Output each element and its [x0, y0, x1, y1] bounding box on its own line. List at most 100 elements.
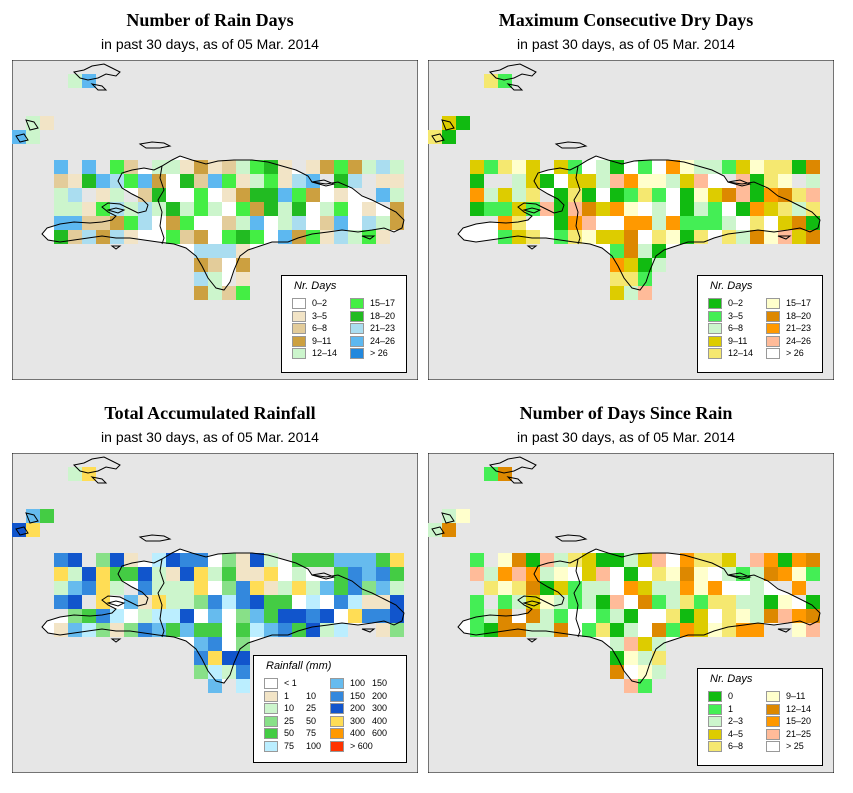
grid-cell — [470, 567, 484, 581]
grid-cell — [376, 216, 390, 230]
coastline-island — [106, 600, 126, 607]
legend-title: Rainfall (mm) — [266, 660, 332, 672]
legend-label: 9–11 — [786, 691, 806, 701]
coastline-island — [522, 207, 542, 214]
coastline-island — [431, 133, 445, 143]
grid-cell — [96, 202, 110, 216]
legend: Nr. Days 0–2 3–5 6–8 9–11 12–14 15–17 18–20 21–… — [281, 275, 407, 373]
grid-cell — [638, 188, 652, 202]
grid-cell — [236, 202, 250, 216]
legend-swatch — [766, 716, 780, 727]
grid-cell — [40, 509, 54, 523]
grid-cell — [582, 174, 596, 188]
grid-cell — [806, 609, 820, 623]
grid-cell — [708, 623, 722, 637]
grid-cell — [68, 174, 82, 188]
coastline-island — [526, 638, 538, 643]
grid-cell — [390, 202, 404, 216]
grid-cell — [222, 651, 236, 665]
grid-cell — [484, 609, 498, 623]
grid-cell — [526, 174, 540, 188]
grid-cell — [82, 567, 96, 581]
grid-cell — [110, 230, 124, 244]
grid-cell — [470, 595, 484, 609]
grid-cell — [512, 623, 526, 637]
grid-cell — [470, 188, 484, 202]
coastline-island — [506, 83, 524, 91]
grid-cell — [96, 581, 110, 595]
grid-cell — [638, 160, 652, 174]
grid-cell — [540, 174, 554, 188]
legend-swatch — [330, 740, 344, 752]
grid-cell — [12, 523, 26, 537]
legend-label: 21–23 — [786, 323, 812, 333]
grid-cell — [470, 160, 484, 174]
grid-cell — [624, 679, 638, 693]
grid-cell — [638, 581, 652, 595]
grid-cell — [96, 174, 110, 188]
grid-cell — [306, 553, 320, 567]
grid-cell — [750, 595, 764, 609]
grid-cell — [250, 174, 264, 188]
grid-cell — [806, 623, 820, 637]
grid-cell — [750, 188, 764, 202]
grid-cell — [694, 595, 708, 609]
grid-cell — [806, 188, 820, 202]
grid-cell — [292, 188, 306, 202]
panel-subtitle: in past 30 days, as of 05 Mar. 2014 — [517, 36, 735, 52]
grid-cell — [54, 567, 68, 581]
grid-cell — [96, 609, 110, 623]
legend-label-upper: 10 — [306, 690, 317, 701]
grid-cell — [362, 216, 376, 230]
coastline-island — [138, 534, 172, 542]
grid-cell — [82, 160, 96, 174]
legend-title: Nr. Days — [710, 280, 753, 292]
grid-cell — [666, 609, 680, 623]
grid-cell — [624, 174, 638, 188]
grid-cell — [428, 523, 442, 537]
grid-cell — [278, 216, 292, 230]
legend-label: 3–5 — [728, 310, 744, 321]
grid-cell — [320, 216, 334, 230]
coastline-island — [777, 628, 792, 633]
grid-cell — [680, 567, 694, 581]
grid-cell — [348, 581, 362, 595]
panel-max-dry-days: Maximum Consecutive Dry Days in past 30 … — [416, 0, 841, 390]
grid-cell — [320, 609, 334, 623]
grid-cell — [484, 467, 498, 481]
legend-label-upper: 75 — [306, 728, 317, 738]
grid-cell — [236, 160, 250, 174]
grid-cell — [624, 581, 638, 595]
grid-cell — [362, 609, 376, 623]
legend-label: 2–3 — [728, 716, 744, 726]
grid-cell — [540, 553, 554, 567]
grid-cell — [638, 553, 652, 567]
legend-swatch — [766, 298, 780, 309]
grid-cell — [470, 609, 484, 623]
grid-cell — [376, 595, 390, 609]
grid-cell — [208, 258, 222, 272]
grid-cell — [236, 230, 250, 244]
legend-label: 21–25 — [786, 728, 812, 739]
grid-cell — [624, 637, 638, 651]
panel-total-rainfall: Total Accumulated Rainfall in past 30 da… — [0, 393, 425, 783]
grid-cell — [166, 581, 180, 595]
grid-cell — [334, 230, 348, 244]
panel-title: Number of Rain Days — [126, 10, 294, 30]
grid-cell — [54, 216, 68, 230]
grid-cell — [680, 581, 694, 595]
grid-cell — [680, 202, 694, 216]
grid-cell — [222, 174, 236, 188]
grid-cell — [96, 230, 110, 244]
grid-cell — [236, 609, 250, 623]
grid-cell — [208, 637, 222, 651]
grid-cell — [166, 567, 180, 581]
grid-cell — [278, 623, 292, 637]
grid-cell — [470, 202, 484, 216]
grid-cell — [792, 567, 806, 581]
grid-cell — [390, 609, 404, 623]
panel-title: Maximum Consecutive Dry Days — [498, 10, 754, 30]
grid-cell — [12, 130, 26, 144]
grid-cell — [806, 174, 820, 188]
legend-swatch — [766, 323, 780, 334]
